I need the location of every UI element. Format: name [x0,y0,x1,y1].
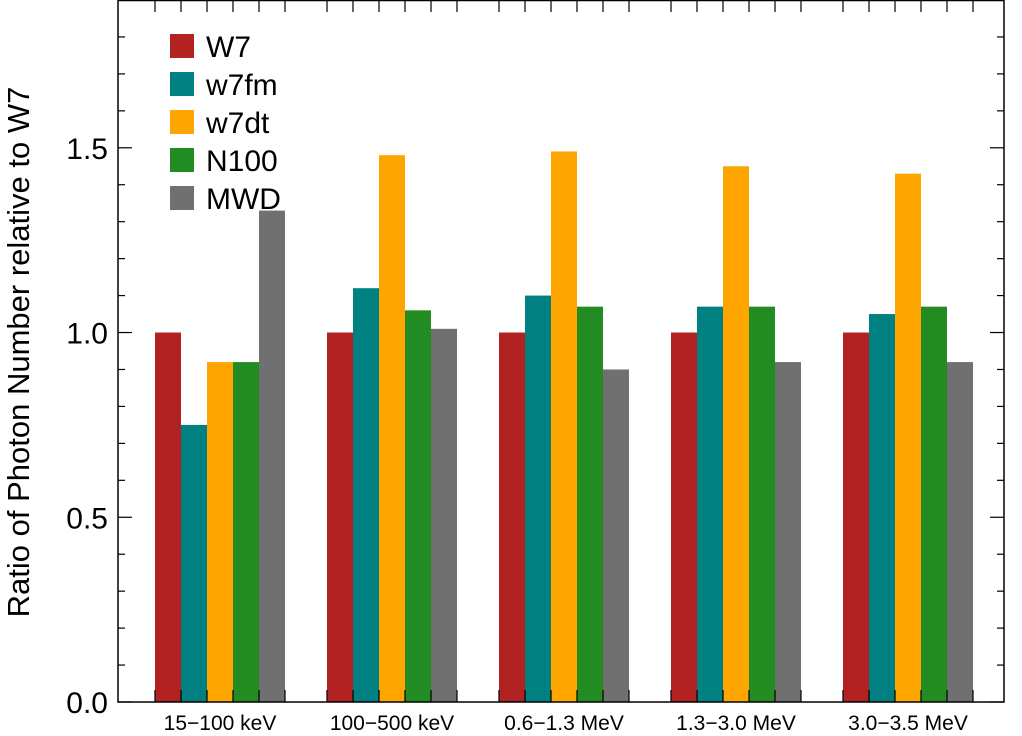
bar-n100-1-3-3-0-mev [749,306,775,702]
legend-swatch-w7 [170,34,194,58]
bar-n100-15-100-kev [233,362,259,702]
plot-frame [117,0,1005,703]
y-tick-label: 1.0 [66,318,108,351]
bar-w7fm-15-100-kev [181,424,207,702]
y-tick-label: 1.5 [66,133,108,166]
bar-mwd-0-6-1-3-mev [603,369,629,702]
y-tick-label: 0.5 [66,502,108,535]
bars-group [155,151,973,703]
legend-swatch-w7fm [170,72,194,96]
legend-swatch-mwd [170,186,194,210]
x-tick-label-100-500-kev: 100−500 keV [330,712,454,735]
bar-n100-3-0-3-5-mev [921,306,947,702]
legend-label-n100: N100 [206,145,278,178]
legend-swatch-n100 [170,148,194,172]
bar-w7dt-3-0-3-5-mev [895,173,921,702]
bar-w7-1-3-3-0-mev [671,332,697,702]
bar-w7fm-1-3-3-0-mev [697,306,723,702]
bar-w7dt-100-500-kev [379,155,405,702]
x-tick-label-3-0-3-5-mev: 3.0−3.5 MeV [848,712,968,735]
legend-label-w7: W7 [206,31,251,64]
axes-group: 0.0 0.5 1.0 1.5 15−100 keV 100−500 keV 0.6−1.3… [66,0,1005,735]
legend-label-mwd: MWD [206,183,281,216]
bar-w7-100-500-kev [327,332,353,702]
x-tick-label-15-100-kev: 15−100 keV [164,712,277,735]
bar-w7dt-15-100-kev [207,362,233,702]
bar-w7-15-100-kev [155,332,181,702]
bar-w7fm-3-0-3-5-mev [869,314,895,702]
bar-mwd-100-500-kev [431,328,457,702]
bar-n100-100-500-kev [405,310,431,702]
bar-mwd-1-3-3-0-mev [775,362,801,702]
bar-mwd-3-0-3-5-mev [947,362,973,702]
legend-label-w7fm: w7fm [205,69,278,102]
y-axis-title: Ratio of Photon Number relative to W7 [1,87,36,618]
y-tick-label: 0.0 [66,687,108,720]
legend-label-w7dt: w7dt [205,107,270,140]
bar-w7fm-100-500-kev [353,288,379,702]
bar-mwd-15-100-kev [259,210,285,702]
legend: W7 w7fm w7dt N100 MWD [170,31,281,216]
bar-n100-0-6-1-3-mev [577,306,603,702]
bar-w7dt-1-3-3-0-mev [723,166,749,702]
x-tick-label-0-6-1-3-mev: 0.6−1.3 MeV [504,712,624,735]
bar-w7-0-6-1-3-mev [499,332,525,702]
bar-w7-3-0-3-5-mev [843,332,869,702]
bar-w7fm-0-6-1-3-mev [525,295,551,702]
x-tick-label-1-3-3-0-mev: 1.3−3.0 MeV [676,712,796,735]
legend-swatch-w7dt [170,110,194,134]
bar-w7dt-0-6-1-3-mev [551,151,577,703]
